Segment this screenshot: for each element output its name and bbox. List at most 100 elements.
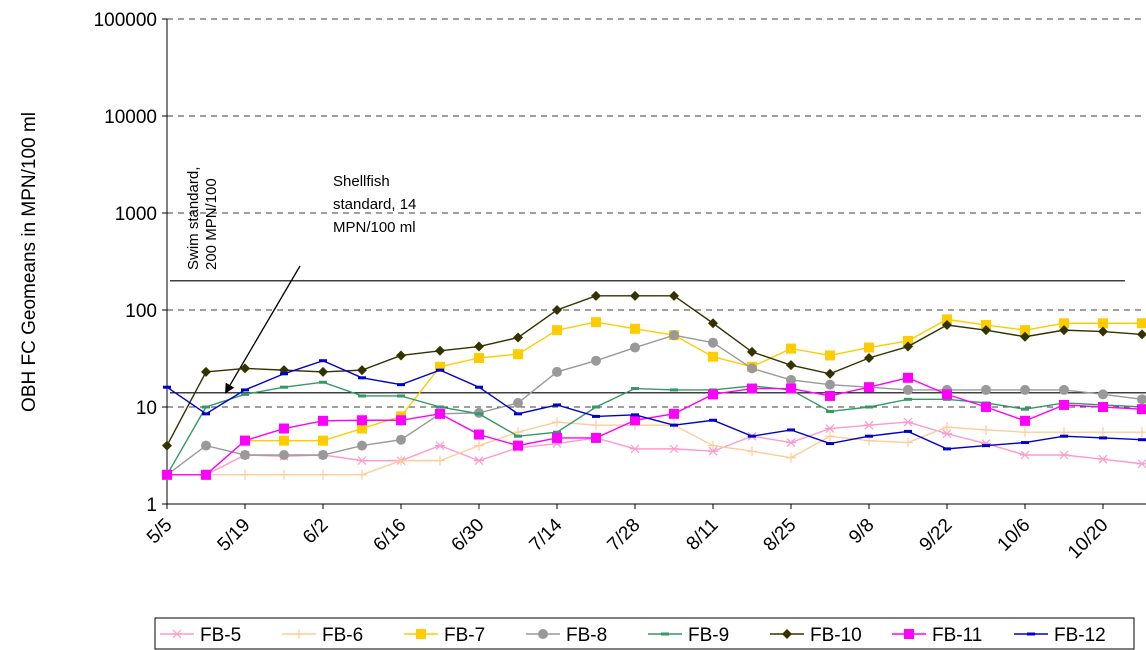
point — [981, 320, 991, 331]
point — [201, 469, 211, 480]
point — [630, 342, 640, 353]
x-tick-label: 6/2 — [299, 515, 333, 549]
point — [903, 417, 913, 427]
point — [669, 408, 679, 419]
point — [825, 424, 835, 433]
point — [708, 446, 718, 456]
point — [279, 435, 289, 446]
point — [786, 343, 796, 354]
point — [630, 290, 640, 301]
point — [708, 440, 718, 451]
point — [1137, 427, 1146, 438]
point — [1020, 325, 1030, 336]
series-line — [167, 377, 1143, 476]
point — [513, 397, 523, 408]
reference-label: 200 MPN/100 — [203, 178, 220, 270]
point — [942, 429, 952, 439]
legend-marker — [782, 629, 792, 639]
point — [513, 332, 523, 343]
y-axis-label: OBH FC Geomeans in MPN/100 ml — [19, 112, 40, 412]
point — [630, 444, 640, 454]
point — [669, 290, 679, 301]
point — [396, 415, 406, 426]
point — [1059, 399, 1069, 410]
legend-label: FB-8 — [566, 625, 607, 646]
point — [240, 450, 250, 461]
point — [318, 450, 328, 461]
point — [240, 469, 250, 480]
point — [981, 424, 991, 435]
point — [318, 415, 328, 426]
point — [591, 317, 601, 328]
point — [474, 456, 484, 466]
y-tick-label: 1 — [146, 495, 157, 516]
point — [630, 323, 640, 334]
point — [1137, 329, 1146, 340]
point — [786, 383, 796, 394]
point — [552, 366, 562, 377]
point — [864, 382, 874, 393]
point — [357, 423, 367, 434]
point — [552, 417, 562, 428]
point — [552, 325, 562, 336]
series-line — [167, 318, 1142, 476]
point — [825, 390, 835, 401]
point — [1137, 404, 1146, 415]
legend-label: FB-6 — [322, 625, 363, 646]
x-tick-label: 10/20 — [1064, 515, 1112, 563]
point — [357, 469, 367, 480]
series-line — [166, 295, 1143, 446]
legend-label: FB-7 — [444, 625, 485, 646]
point — [318, 435, 328, 446]
point — [747, 346, 757, 357]
legend-label: FB-11 — [932, 625, 982, 646]
point — [825, 431, 835, 442]
point — [1137, 318, 1146, 329]
x-tick-label: 8/11 — [683, 515, 723, 555]
annotation-arrow — [224, 265, 301, 394]
y-tick-label: 1000 — [115, 204, 157, 225]
point — [513, 349, 523, 360]
x-tick-label: 5/19 — [214, 515, 255, 556]
point — [1059, 318, 1069, 329]
point — [981, 402, 991, 412]
x-tick-label: 10/6 — [994, 515, 1035, 556]
point — [435, 441, 445, 451]
series-line — [166, 359, 1143, 450]
point — [1098, 454, 1108, 464]
point — [747, 446, 757, 457]
point — [669, 330, 679, 341]
point — [279, 423, 289, 434]
series-line — [167, 421, 1142, 476]
point — [903, 437, 913, 448]
point — [1059, 384, 1069, 395]
point — [201, 366, 211, 377]
point — [591, 432, 601, 443]
point — [708, 389, 718, 400]
x-tick-label: 6/16 — [370, 515, 411, 556]
point — [357, 365, 367, 376]
legend-marker — [416, 629, 426, 639]
point — [786, 452, 796, 463]
point — [825, 350, 835, 361]
reference-label: standard, 14 — [333, 196, 416, 213]
reference-label: Swim standard, — [185, 167, 202, 270]
x-tick-label: 5/5 — [143, 515, 177, 549]
point — [552, 305, 562, 315]
legend-box — [154, 617, 1135, 650]
point — [162, 440, 172, 451]
x-tick-label: 8/25 — [760, 515, 801, 556]
point — [1098, 318, 1108, 329]
point — [1098, 326, 1108, 337]
legend-marker — [904, 629, 914, 639]
point — [357, 456, 367, 466]
legend-marker — [294, 629, 304, 639]
point — [201, 440, 211, 451]
point — [981, 325, 991, 336]
point — [903, 335, 913, 346]
point — [1098, 389, 1108, 400]
point — [591, 420, 601, 431]
point — [318, 366, 328, 377]
point — [942, 320, 952, 331]
